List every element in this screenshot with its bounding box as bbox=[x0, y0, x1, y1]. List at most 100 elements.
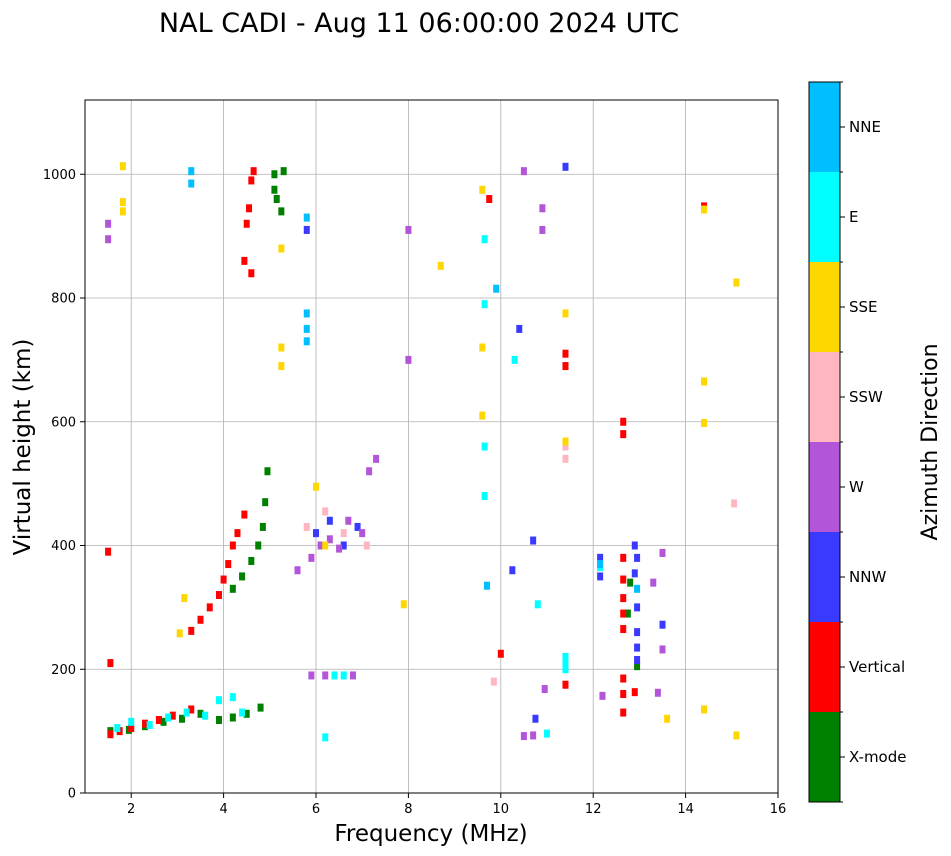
data-point bbox=[155, 715, 162, 724]
data-point bbox=[181, 594, 188, 603]
colorbar-segment bbox=[809, 712, 840, 802]
data-point bbox=[534, 600, 541, 609]
colorbar-tick-label: SSW bbox=[849, 388, 883, 406]
data-point bbox=[634, 662, 641, 671]
data-point bbox=[599, 691, 606, 700]
data-point bbox=[520, 167, 527, 176]
data-point bbox=[331, 671, 338, 680]
data-point bbox=[405, 225, 412, 234]
data-point bbox=[479, 343, 486, 352]
data-point bbox=[278, 207, 285, 216]
data-point bbox=[481, 492, 488, 500]
data-point bbox=[701, 705, 708, 714]
data-point bbox=[624, 609, 631, 618]
data-point bbox=[107, 730, 114, 739]
data-point bbox=[481, 235, 488, 244]
data-point bbox=[479, 185, 486, 194]
data-point bbox=[627, 578, 634, 587]
series-vertical bbox=[105, 167, 708, 739]
data-point bbox=[248, 176, 255, 185]
data-point bbox=[206, 603, 213, 612]
data-point bbox=[303, 225, 310, 234]
data-point bbox=[340, 671, 347, 680]
y-axis-label: Virtual height (km) bbox=[10, 339, 36, 556]
data-point bbox=[262, 498, 269, 507]
data-point bbox=[197, 615, 204, 624]
data-point bbox=[354, 522, 361, 531]
data-point bbox=[264, 467, 271, 476]
data-point bbox=[105, 235, 112, 244]
data-point bbox=[483, 581, 490, 590]
colorbar-tick-label: E bbox=[849, 208, 858, 226]
data-point bbox=[634, 603, 641, 612]
data-point bbox=[400, 600, 407, 609]
data-point bbox=[176, 629, 183, 638]
series-nnw bbox=[303, 162, 666, 723]
data-point bbox=[239, 708, 246, 717]
data-point bbox=[259, 522, 266, 531]
data-point bbox=[229, 541, 236, 550]
data-point bbox=[437, 261, 444, 270]
data-point bbox=[701, 418, 708, 427]
data-point bbox=[650, 578, 657, 587]
data-point bbox=[363, 541, 370, 550]
colorbar-tick-label: X-mode bbox=[849, 748, 906, 766]
data-point bbox=[562, 454, 569, 463]
data-point bbox=[481, 442, 488, 451]
data-point bbox=[620, 690, 627, 698]
colorbar-tick-label: Vertical bbox=[849, 658, 905, 676]
data-point bbox=[273, 195, 280, 203]
data-point bbox=[278, 362, 285, 371]
x-tick-label: 12 bbox=[585, 802, 602, 817]
data-point bbox=[336, 544, 343, 553]
data-point bbox=[664, 714, 671, 723]
data-point bbox=[530, 731, 537, 740]
data-point bbox=[215, 696, 222, 705]
data-point bbox=[114, 724, 121, 733]
series-nne bbox=[188, 167, 641, 593]
y-tick-label: 0 bbox=[68, 787, 76, 802]
data-point bbox=[659, 620, 666, 629]
x-axis-ticks: 2 4 6 8 10 12 14 16 bbox=[127, 793, 786, 817]
data-point bbox=[349, 671, 356, 680]
data-point bbox=[597, 572, 604, 581]
data-point bbox=[539, 204, 546, 213]
data-point bbox=[634, 643, 641, 652]
data-point bbox=[634, 553, 641, 562]
data-point bbox=[239, 572, 246, 581]
colorbar-frame bbox=[808, 81, 841, 803]
data-point bbox=[511, 355, 518, 364]
data-point bbox=[631, 688, 638, 697]
data-point bbox=[631, 541, 638, 550]
y-axis-ticks: 0 200 400 600 800 1000 bbox=[43, 168, 85, 802]
data-point bbox=[278, 343, 285, 352]
data-point bbox=[119, 198, 126, 207]
data-point bbox=[631, 569, 638, 578]
data-point bbox=[241, 256, 248, 265]
data-point bbox=[620, 594, 627, 603]
data-point bbox=[303, 522, 310, 531]
data-point bbox=[308, 553, 315, 562]
colorbar-tick-label: NNW bbox=[849, 568, 886, 586]
data-point bbox=[241, 510, 248, 519]
data-point bbox=[620, 674, 627, 683]
data-points bbox=[105, 162, 740, 742]
data-point bbox=[271, 185, 278, 194]
data-point bbox=[229, 693, 236, 702]
data-point bbox=[562, 665, 569, 674]
data-point bbox=[326, 535, 333, 544]
data-point bbox=[322, 507, 329, 516]
data-point bbox=[509, 566, 516, 575]
data-point bbox=[620, 609, 627, 618]
data-point bbox=[532, 714, 539, 723]
data-point bbox=[562, 162, 569, 171]
data-point bbox=[220, 575, 227, 584]
data-point bbox=[165, 713, 172, 722]
data-point bbox=[562, 652, 569, 661]
series-w bbox=[105, 167, 666, 741]
data-point bbox=[278, 244, 285, 253]
grid bbox=[85, 100, 779, 794]
data-point bbox=[146, 720, 153, 729]
data-point bbox=[562, 659, 569, 668]
